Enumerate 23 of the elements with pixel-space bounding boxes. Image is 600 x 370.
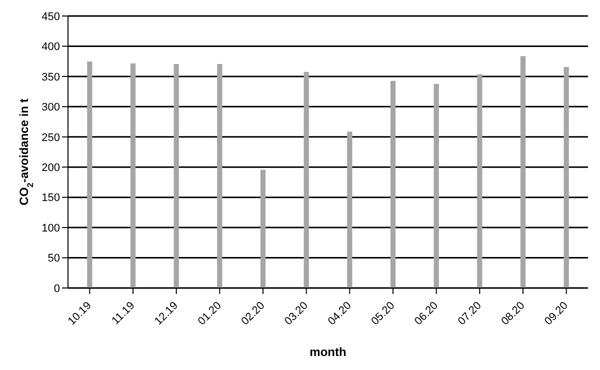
bar: [434, 84, 439, 288]
y-tick-label: 150: [42, 192, 60, 204]
y-tick-label: 450: [42, 10, 60, 23]
bar: [174, 64, 179, 288]
bar: [347, 132, 352, 288]
y-tick-label: 300: [42, 102, 60, 114]
y-tick-label: 350: [42, 71, 60, 84]
y-tick-label: 0: [54, 282, 60, 295]
bar: [87, 62, 92, 288]
bar: [304, 72, 309, 288]
y-tick-label: 400: [42, 41, 60, 54]
bar: [217, 64, 222, 288]
y-tick-label: 250: [42, 132, 60, 144]
y-tick-label: 100: [42, 222, 60, 234]
x-axis-title: month: [310, 345, 346, 359]
y-tick-label: 200: [42, 162, 60, 174]
y-tick-label: 50: [48, 252, 60, 265]
bar: [390, 80, 396, 288]
bar: [564, 66, 569, 288]
bar: [477, 74, 482, 288]
bar: [520, 56, 526, 288]
bar: [130, 63, 136, 288]
bar: [260, 170, 266, 288]
